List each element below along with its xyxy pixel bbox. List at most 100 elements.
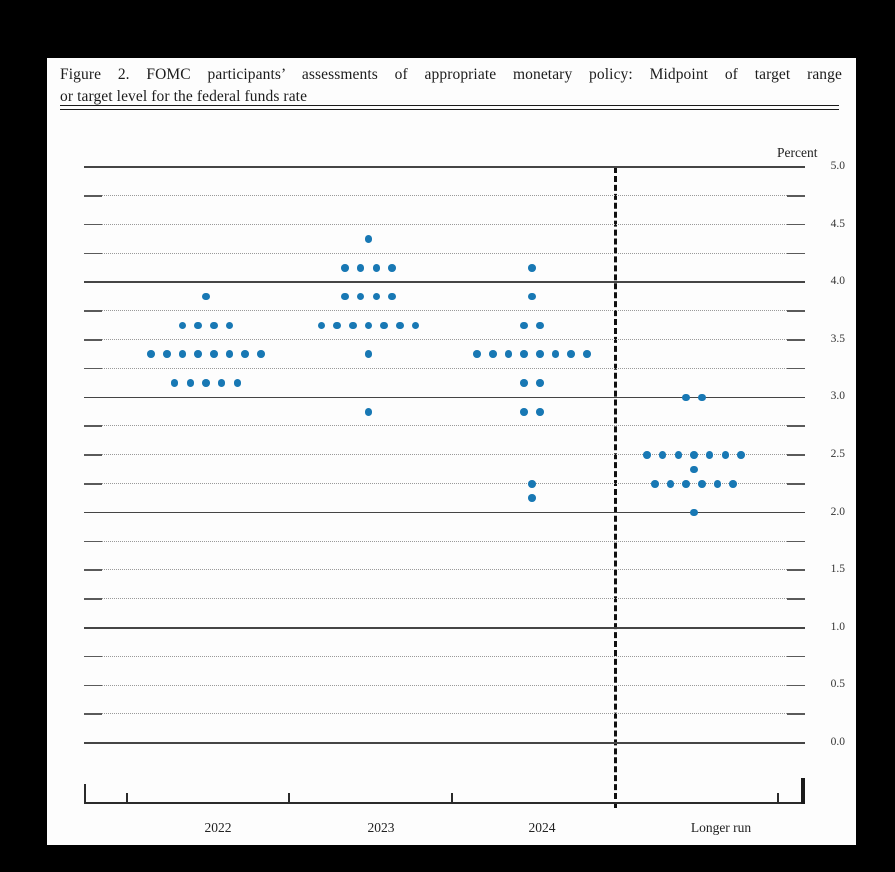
gridline-dotted-4.25 [84,252,805,254]
title-divider-rule [60,105,839,110]
gridline-dotted-3.25 [84,367,805,369]
x-axis-right-bracket [801,778,805,804]
gridline-solid-2.00 [84,511,805,514]
y-tick-label-5.0: 5.0 [830,160,845,172]
projection-dot-2023-4.125 [388,264,396,272]
figure-title: Figure 2. FOMC participants’ assessments… [60,64,842,108]
projection-dot-2022-3.375 [257,350,265,358]
projection-dot-2024-3.375 [504,350,513,358]
x-axis-tick-2 [451,793,453,802]
projection-dot-2023-3.625 [349,321,357,330]
gridline-cap-right [787,684,805,687]
projection-dot-longer-run-2.25 [666,480,675,488]
projection-dot-longer-run-2.25 [698,480,706,488]
gridline-cap-left [84,310,102,312]
projection-dot-2024-3.375 [473,350,481,358]
projection-dot-2023-3.625 [380,321,388,330]
gridline-cap-left [84,540,102,543]
gridline-dotted-0.25 [84,713,805,715]
x-category-label-longer-run: Longer run [690,820,752,835]
projection-dot-longer-run-3 [698,393,706,402]
y-tick-label-2.5: 2.5 [830,448,845,460]
y-tick-label-4.0: 4.0 [830,275,845,288]
projection-dot-2022-3.125 [217,379,226,387]
gridline-dotted-4.50 [84,223,805,225]
projection-dot-2023-3.875 [372,292,381,301]
projection-dot-2023-3.875 [356,292,365,301]
gridline-cap-right [787,454,805,456]
gridline-cap-left [84,598,102,600]
projection-dot-2023-3.625 [317,321,326,330]
gridline-cap-left [84,367,102,370]
projection-dot-2024-3.125 [520,379,528,387]
projection-dot-2023-3.875 [388,292,396,301]
gridline-cap-right [787,655,805,658]
gridline-dotted-1.75 [84,540,805,542]
gridline-solid-1.00 [84,626,805,629]
projection-dot-2024-3.375 [583,350,591,358]
projection-dot-2022-3.875 [202,292,210,301]
projection-dot-longer-run-2.5 [737,451,745,459]
document-page: Figure 2. FOMC participants’ assessments… [47,58,856,845]
gridline-cap-left [84,482,102,485]
projection-dot-longer-run-2.25 [650,480,659,488]
gridline-cap-left [84,338,102,341]
projection-dot-2022-3.375 [194,350,202,358]
projection-dot-longer-run-2.5 [658,451,667,459]
projection-dot-2023-2.875 [364,408,373,416]
projection-dot-2022-3.625 [178,321,187,330]
projection-dot-2022-3.125 [233,379,242,387]
projection-dot-2024-2.25 [528,480,536,488]
gridline-cap-right [787,482,805,485]
gridline-cap-left [84,454,102,456]
y-axis-unit-label: Percent [777,145,818,160]
projection-dot-2022-3.125 [202,379,210,387]
projection-dot-longer-run-2.25 [682,480,690,488]
projection-dot-2024-3.625 [536,321,544,330]
gridline-cap-left [84,655,102,658]
projection-dot-2023-4.375 [364,235,373,243]
gridline-cap-right [787,540,805,543]
gridline-dotted-3.75 [84,310,805,312]
x-axis-left-bracket [84,784,86,803]
gridline-cap-left [84,252,102,255]
projection-dot-2024-2.875 [520,408,528,416]
y-tick-label-0.0: 0.0 [830,736,845,748]
figure-title-line2: or target level for the federal funds ra… [60,88,308,105]
y-tick-label-3.5: 3.5 [830,332,845,345]
projection-dot-longer-run-2.25 [713,480,722,488]
gridline-cap-right [787,598,805,600]
x-axis-tick-1 [288,793,290,802]
gridline-dotted-2.25 [84,483,805,484]
y-tick-label-2.0: 2.0 [830,505,845,518]
x-axis-tick-3 [777,793,779,802]
x-axis-tick-0 [126,793,128,802]
gridline-cap-right [787,310,805,312]
gridline-solid-3.00 [84,396,805,399]
x-category-label-2022: 2022 [204,820,232,835]
projection-dot-2024-3.875 [528,292,536,301]
projection-dot-2023-4.125 [356,264,365,272]
projection-dot-2024-3.625 [520,321,528,330]
projection-dot-longer-run-2.5 [721,451,730,459]
projection-dot-2023-3.625 [396,321,404,330]
gridline-solid-4.00 [84,281,805,284]
projection-dot-2022-3.125 [186,379,195,387]
x-category-label-2023: 2023 [367,820,395,835]
y-tick-label-1.5: 1.5 [830,563,845,576]
projection-dot-2024-3.375 [520,350,528,358]
gridline-cap-left [84,425,102,428]
gridline-dotted-2.50 [84,454,805,456]
gridline-cap-right [787,425,805,428]
projection-dot-2022-3.375 [241,350,250,358]
dot-plot-chart: Percent 5.0 4.5 4.0 3.5 3.0 2.5 2.0 1.5 1.0 0.5 0.… [47,58,856,845]
gridline-cap-left [84,684,102,687]
gridline-dotted-0.75 [84,655,805,657]
gridline-dotted-3.50 [84,339,805,340]
projection-dot-2024-3.375 [551,350,560,358]
x-category-label-2024: 2024 [528,820,556,835]
projection-dot-longer-run-3 [682,393,690,402]
x-axis-line [84,802,803,804]
gridline-cap-right [787,338,805,341]
